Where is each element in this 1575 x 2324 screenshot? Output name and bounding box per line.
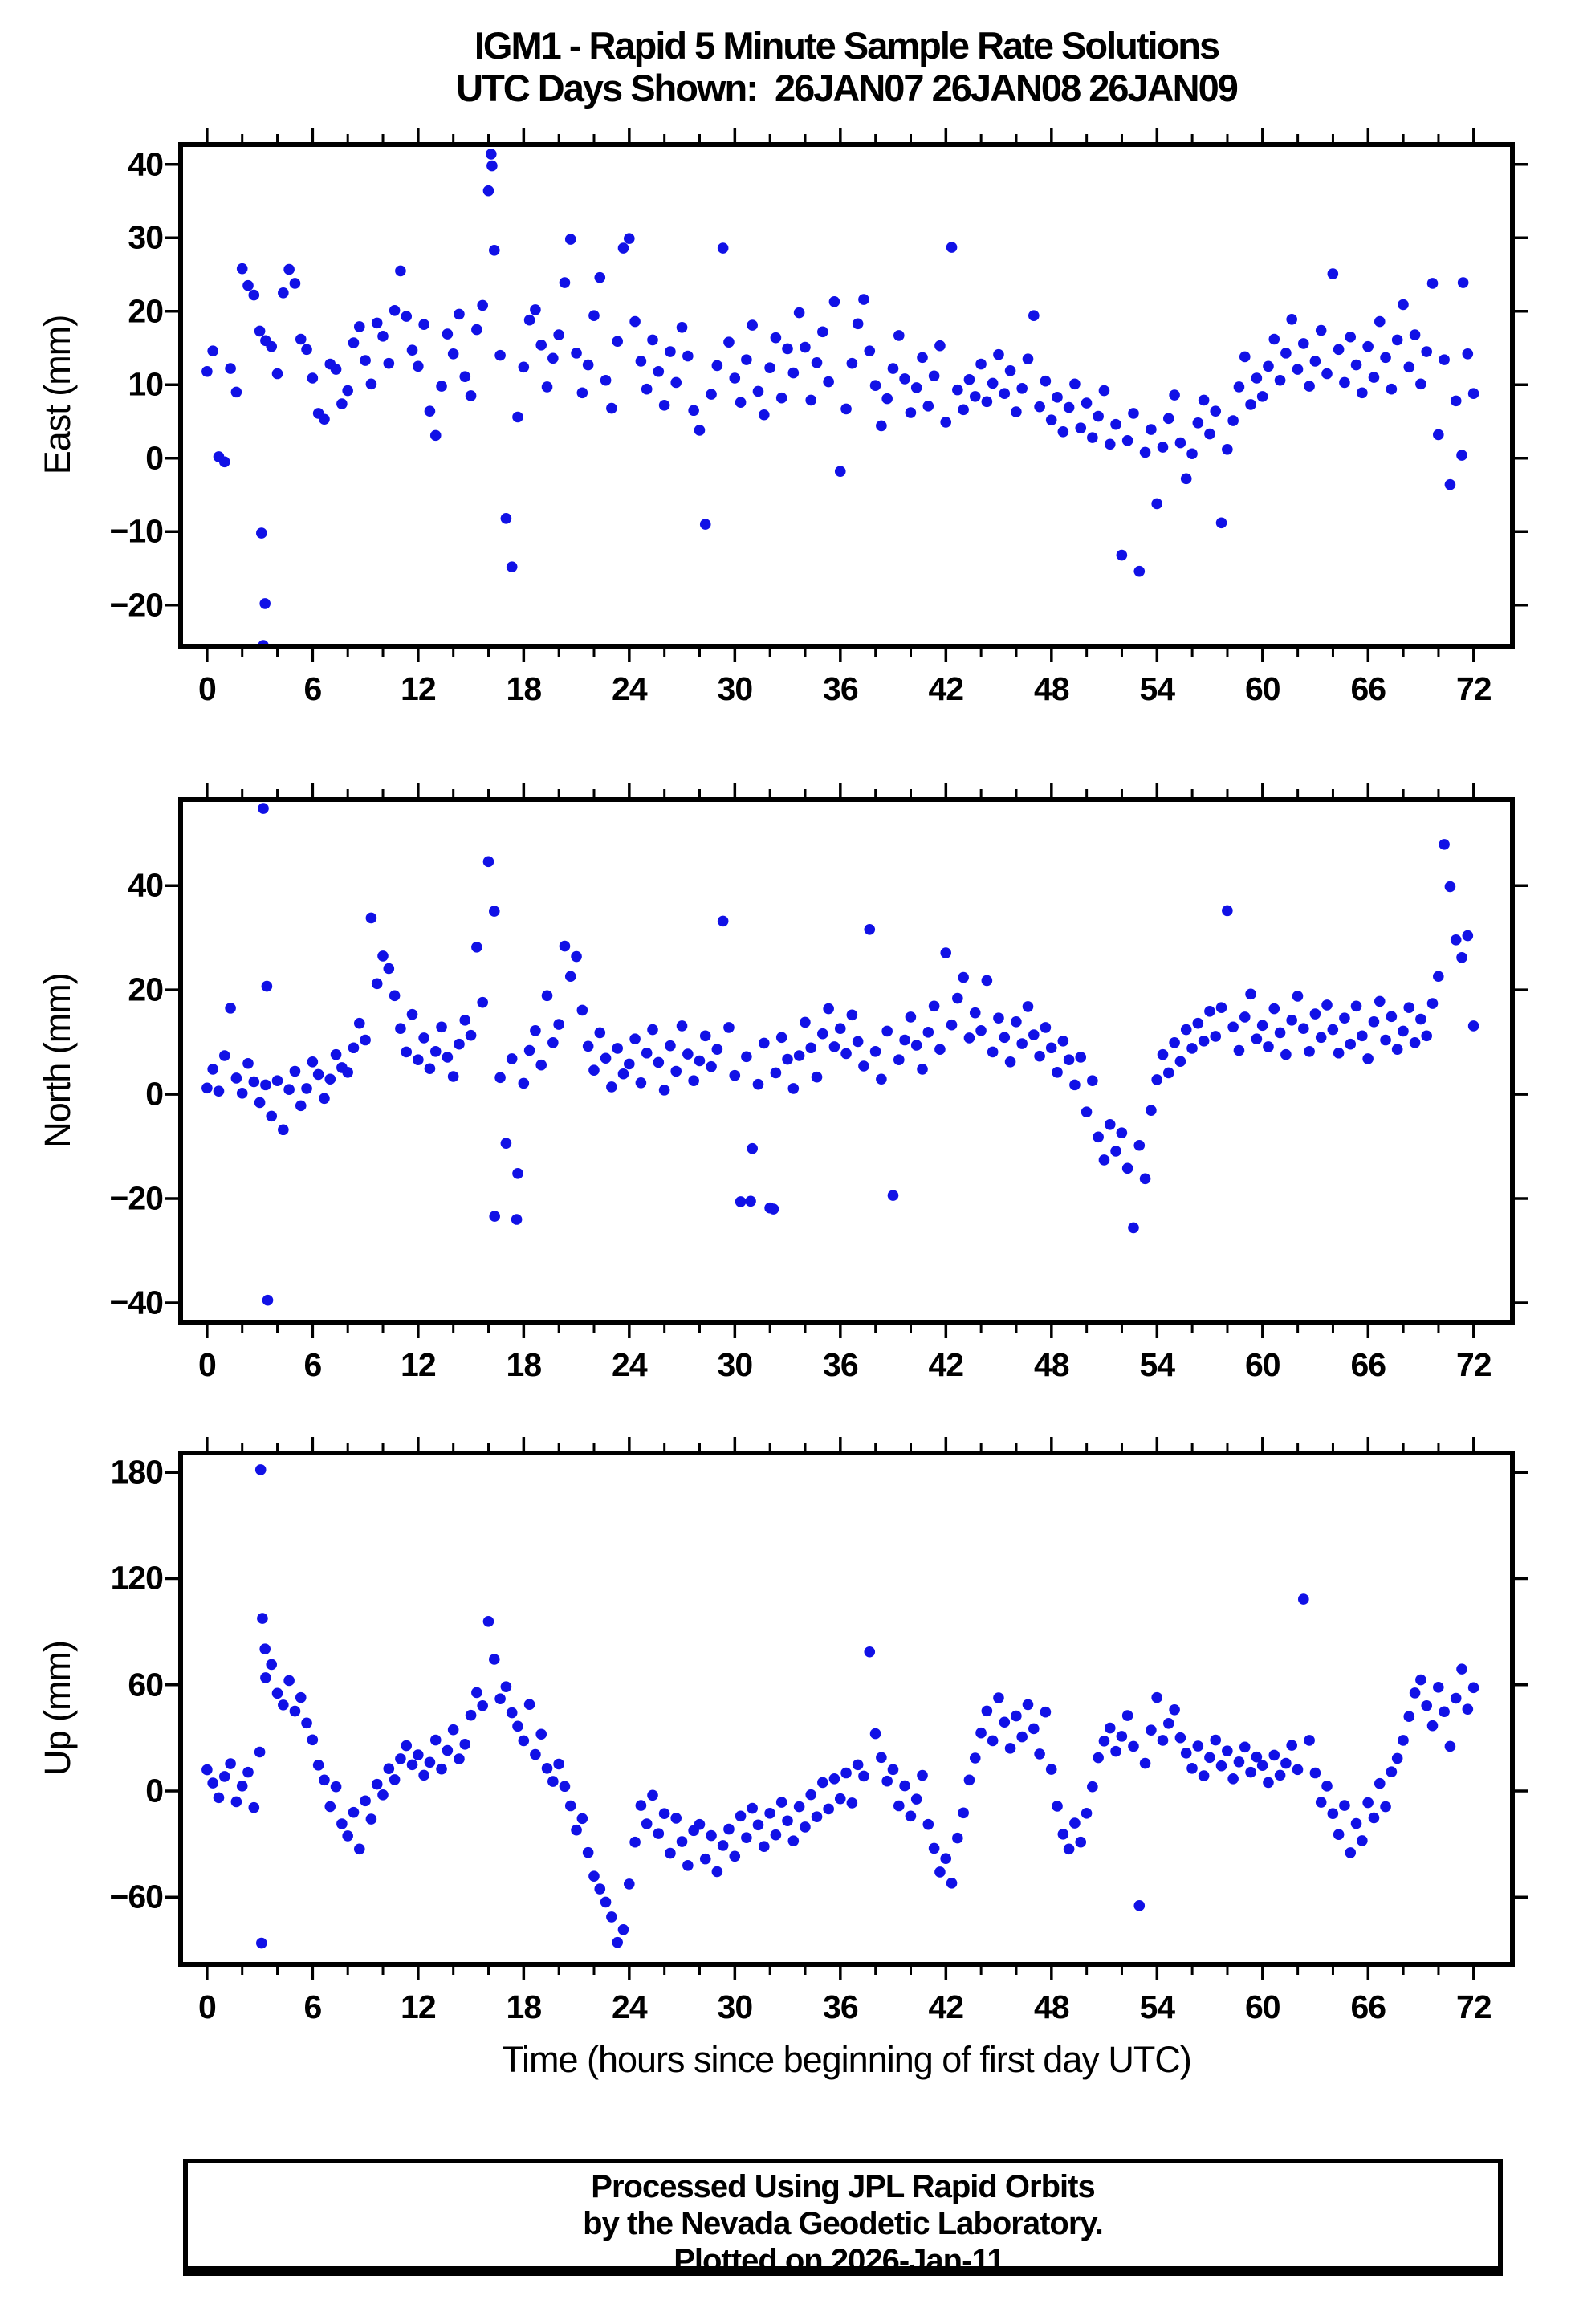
north-xtick-label: 24: [612, 1346, 648, 1383]
north-xtick-label: 60: [1244, 1346, 1281, 1383]
x-axis-title: Time (hours since beginning of first day…: [502, 2039, 1192, 2080]
east-xtick-label: 0: [197, 670, 217, 707]
east-xtick-label: 54: [1139, 670, 1175, 707]
east-ytick-label: −10: [109, 512, 164, 550]
up-ytick-label: −60: [109, 1878, 164, 1915]
east-xtick-label: 30: [717, 670, 754, 707]
up-ytick-label: 180: [110, 1453, 164, 1491]
east-scatter-points: [201, 149, 1479, 644]
east-xtick-label: 72: [1455, 670, 1492, 707]
up-xtick-label: 24: [612, 1988, 648, 2025]
north-xtick-label: 0: [197, 1346, 217, 1383]
north-ytick-label: 40: [128, 866, 164, 904]
north-ytick-label: −40: [109, 1284, 164, 1321]
up-xtick-label: 72: [1455, 1988, 1492, 2025]
east-ytick-label: 0: [145, 439, 164, 477]
up-panel: 180 120 60 0 −60 0 6 12 18 24 30 36 42 48 54 60 66 72: [109, 1437, 1528, 2025]
north-xtick-label: 48: [1034, 1346, 1070, 1383]
east-xtick-label: 42: [928, 670, 965, 707]
up-xtick-label: 66: [1350, 1988, 1386, 2025]
up-ytick-label: 120: [110, 1559, 164, 1597]
plot-title-line1: IGM1 - Rapid 5 Minute Sample Rate Soluti…: [474, 24, 1220, 67]
east-ytick-label: −20: [109, 586, 164, 624]
up-frame: [178, 1451, 1515, 1967]
north-panel: 40 20 0 −20 −40 0 6 12 18 24 30 36 42 48 54 60 66 72: [109, 783, 1528, 1383]
east-xtick-label: 12: [401, 670, 437, 707]
north-xtick-label: 42: [928, 1346, 965, 1383]
plot-title-line2: UTC Days Shown: 26JAN07 26JAN08 26JAN09: [456, 67, 1239, 109]
footer-line1: Processed Using JPL Rapid Orbits: [591, 2169, 1095, 2204]
up-ytick-label: 60: [128, 1666, 164, 1703]
east-frame: [178, 142, 1515, 649]
up-axis-title: Up (mm): [37, 1641, 78, 1776]
up-xtick-label: 48: [1034, 1988, 1070, 2025]
footer-box: Processed Using JPL Rapid Orbits by the …: [183, 2159, 1503, 2278]
east-xtick-label: 60: [1244, 670, 1281, 707]
north-xtick-label: 6: [303, 1346, 322, 1383]
east-xtick-label: 18: [506, 670, 543, 707]
up-xtick-label: 6: [303, 1988, 322, 2025]
east-axis-title: East (mm): [37, 315, 78, 475]
up-scatter-points: [201, 1464, 1479, 1949]
up-plot-svg: [165, 1437, 1528, 1980]
north-xtick-label: 66: [1350, 1346, 1386, 1383]
east-xtick-label: 36: [823, 670, 859, 707]
north-axis-title: North (mm): [37, 973, 78, 1148]
east-ytick-label: 20: [128, 292, 164, 330]
footer-line2: by the Nevada Geodetic Laboratory.: [583, 2206, 1104, 2241]
north-ytick-label: 0: [145, 1075, 164, 1113]
east-plot-svg: [165, 128, 1528, 662]
up-xtick-label: 12: [401, 1988, 437, 2025]
footer-line3: Plotted on 2026-Jan-11.: [674, 2243, 1013, 2278]
north-ytick-label: 20: [128, 971, 164, 1008]
north-frame: [178, 797, 1515, 1325]
plot-title: IGM1 - Rapid 5 Minute Sample Rate Soluti…: [181, 24, 1512, 109]
up-xtick-label: 30: [717, 1988, 754, 2025]
east-ytick-label: 30: [128, 218, 164, 256]
north-xtick-label: 18: [506, 1346, 543, 1383]
up-ticks: [165, 1437, 1528, 1980]
north-xtick-label: 36: [823, 1346, 859, 1383]
north-plot-svg: [165, 783, 1528, 1338]
east-ytick-label: 10: [128, 365, 164, 403]
north-scatter-points: [201, 803, 1479, 1306]
east-panel: 40 30 20 10 0 −10 −20 0 6 12 18 24 30 36 42 48 54 60 66 72: [109, 128, 1528, 707]
east-ytick-label: 40: [128, 145, 164, 183]
up-ytick-label: 0: [145, 1772, 164, 1809]
north-ytick-label: −20: [109, 1179, 164, 1217]
up-xtick-label: 18: [506, 1988, 543, 2025]
east-ticks: [165, 128, 1528, 662]
north-ticks: [165, 783, 1528, 1338]
east-xtick-label: 6: [303, 670, 322, 707]
north-xtick-label: 54: [1139, 1346, 1175, 1383]
up-xtick-label: 36: [823, 1988, 859, 2025]
north-xtick-label: 12: [401, 1346, 437, 1383]
up-xtick-label: 60: [1244, 1988, 1281, 2025]
east-xtick-label: 48: [1034, 670, 1070, 707]
north-xtick-label: 72: [1455, 1346, 1492, 1383]
up-xtick-label: 42: [928, 1988, 965, 2025]
east-xtick-label: 24: [612, 670, 648, 707]
north-xtick-label: 30: [717, 1346, 754, 1383]
up-xtick-label: 0: [197, 1988, 217, 2025]
east-xtick-label: 66: [1350, 670, 1386, 707]
up-xtick-label: 54: [1139, 1988, 1175, 2025]
